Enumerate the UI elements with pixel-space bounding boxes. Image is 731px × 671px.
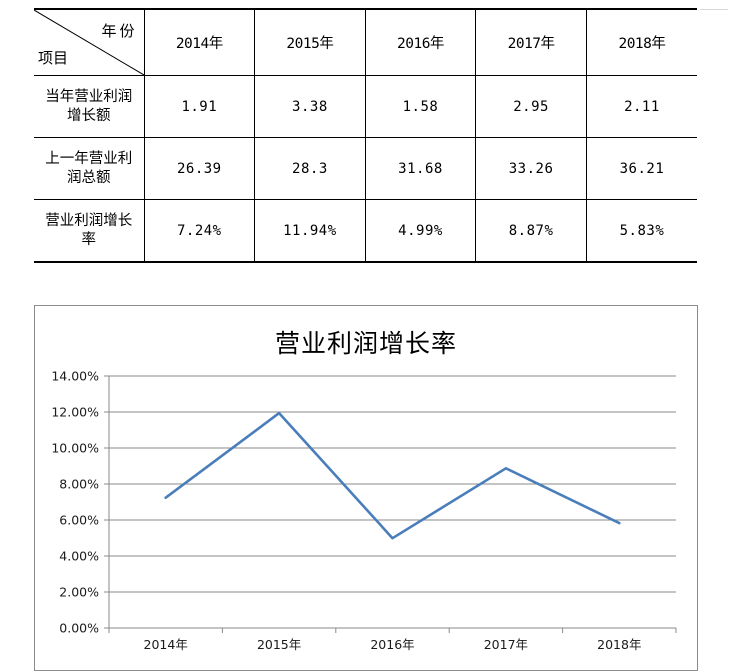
table-row: 当年营业利润增长额 1.91 3.38 1.58 2.95 2.11 <box>34 76 697 138</box>
year-header: 2015年 <box>255 9 366 76</box>
table-row: 上一年营业利润总额 26.39 28.3 31.68 33.26 36.21 <box>34 138 697 200</box>
table-cell: 8.87% <box>476 200 587 263</box>
y-tick-label: 10.00% <box>51 441 99 456</box>
table-cell: 26.39 <box>144 138 255 200</box>
corner-year-label: 年份 <box>101 20 137 41</box>
y-tick-label: 8.00% <box>59 477 99 492</box>
x-tick-label: 2016年 <box>370 637 414 652</box>
table-cell: 36.21 <box>586 138 697 200</box>
table-cell: 33.26 <box>476 138 587 200</box>
row-label: 营业利润增长率 <box>41 212 137 250</box>
row-label: 当年营业利润增长额 <box>41 88 137 126</box>
table-cell: 1.58 <box>365 76 476 138</box>
y-tick-label: 0.00% <box>59 621 99 636</box>
table-cell: 28.3 <box>255 138 366 200</box>
table-cell: 11.94% <box>255 200 366 263</box>
row-label-cell: 当年营业利润增长额 <box>34 76 144 138</box>
y-tick-label: 12.00% <box>51 405 99 420</box>
table-cell: 2.95 <box>476 76 587 138</box>
corner-item-label: 项目 <box>38 47 68 68</box>
table-cell: 7.24% <box>144 200 255 263</box>
y-tick-label: 6.00% <box>59 513 99 528</box>
year-header: 2016年 <box>365 9 476 76</box>
year-header: 2014年 <box>144 9 255 76</box>
year-header: 2018年 <box>586 9 697 76</box>
row-label: 上一年营业利润总额 <box>41 150 137 188</box>
year-header: 2017年 <box>476 9 587 76</box>
table-corner-cell: 年份 项目 <box>34 9 144 76</box>
table-cell: 31.68 <box>365 138 476 200</box>
x-tick-label: 2014年 <box>144 637 188 652</box>
top-divider-line <box>700 9 728 10</box>
table-cell: 4.99% <box>365 200 476 263</box>
line-chart-plot: 0.00% 2.00% 4.00% 6.00% 8.00% 10.00% 12.00% 14.… <box>35 306 697 670</box>
table-cell: 3.38 <box>255 76 366 138</box>
table-header-row: 年份 项目 2014年 2015年 2016年 2017年 2018年 <box>34 9 697 76</box>
table-cell: 5.83% <box>586 200 697 263</box>
row-label-cell: 营业利润增长率 <box>34 200 144 263</box>
line-chart-container: 营业利润增长率 0.00%2.00%4.00%6.00%8.00%10.00%1… <box>34 305 698 671</box>
table-cell: 1.91 <box>144 76 255 138</box>
x-tick-label: 2015年 <box>257 637 301 652</box>
table-cell: 2.11 <box>586 76 697 138</box>
y-tick-label: 2.00% <box>59 585 99 600</box>
x-tick-label: 2017年 <box>484 637 528 652</box>
series-line <box>166 413 620 538</box>
y-tick-label: 14.00% <box>51 369 99 384</box>
x-tick-label: 2018年 <box>597 637 641 652</box>
table-row: 营业利润增长率 7.24% 11.94% 4.99% 8.87% 5.83% <box>34 200 697 263</box>
row-label-cell: 上一年营业利润总额 <box>34 138 144 200</box>
profit-data-table: 年份 项目 2014年 2015年 2016年 2017年 2018年 当年营业… <box>34 8 697 263</box>
y-tick-label: 4.00% <box>59 549 99 564</box>
